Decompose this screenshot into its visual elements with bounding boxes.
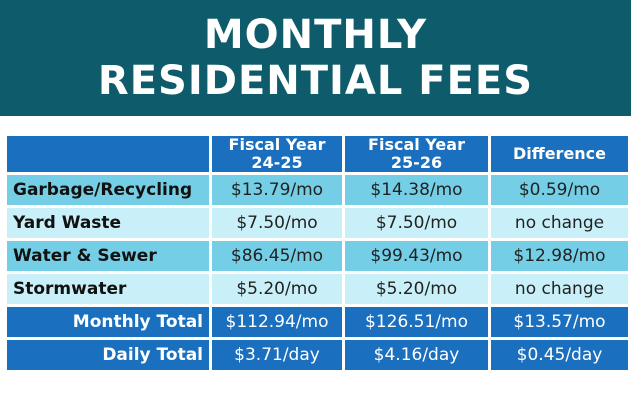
header-row: Fiscal Year 24-25 Fiscal Year 25-26 Diff… [7, 136, 628, 172]
cell-difference: $0.59/mo [491, 175, 628, 205]
table-row-daily-total: Daily Total $3.71/day $4.16/day $0.45/da… [7, 340, 628, 370]
row-label: Water & Sewer [7, 241, 209, 271]
table-row-water-sewer: Water & Sewer $86.45/mo $99.43/mo $12.98… [7, 241, 628, 271]
header-fy2526: Fiscal Year 25-26 [345, 136, 488, 172]
header-corner-cell [7, 136, 209, 172]
row-label: Yard Waste [7, 208, 209, 238]
cell-fy2425: $13.79/mo [212, 175, 342, 205]
cell-fy2526: $7.50/mo [345, 208, 488, 238]
cell-fy2526: $126.51/mo [345, 307, 488, 337]
fees-table: Fiscal Year 24-25 Fiscal Year 25-26 Diff… [4, 133, 631, 373]
header-fy2526-line1: Fiscal Year [368, 136, 465, 154]
cell-fy2526: $5.20/mo [345, 274, 488, 304]
title-line-2: RESIDENTIAL FEES [97, 58, 534, 104]
cell-fy2526: $99.43/mo [345, 241, 488, 271]
title-banner: MONTHLY RESIDENTIAL FEES [0, 0, 631, 116]
header-fy2425: Fiscal Year 24-25 [212, 136, 342, 172]
header-fy2425-line2: 24-25 [251, 153, 303, 172]
cell-fy2425: $3.71/day [212, 340, 342, 370]
header-difference-line1: Difference [512, 144, 607, 163]
cell-fy2425: $112.94/mo [212, 307, 342, 337]
cell-difference: no change [491, 208, 628, 238]
row-label: Stormwater [7, 274, 209, 304]
row-label: Monthly Total [7, 307, 209, 337]
row-label: Garbage/Recycling [7, 175, 209, 205]
cell-difference: $13.57/mo [491, 307, 628, 337]
cell-fy2425: $7.50/mo [212, 208, 342, 238]
cell-difference: no change [491, 274, 628, 304]
table-row-garbage-recycling: Garbage/Recycling $13.79/mo $14.38/mo $0… [7, 175, 628, 205]
cell-fy2425: $86.45/mo [212, 241, 342, 271]
header-difference: Difference [491, 136, 628, 172]
title-line-1: MONTHLY [203, 12, 428, 58]
header-fy2526-line2: 25-26 [390, 153, 443, 172]
cell-fy2526: $14.38/mo [345, 175, 488, 205]
table-row-monthly-total: Monthly Total $112.94/mo $126.51/mo $13.… [7, 307, 628, 337]
table-row-stormwater: Stormwater $5.20/mo $5.20/mo no change [7, 274, 628, 304]
cell-difference: $12.98/mo [491, 241, 628, 271]
header-fy2425-line1: Fiscal Year [228, 136, 326, 154]
cell-fy2526: $4.16/day [345, 340, 488, 370]
row-label: Daily Total [7, 340, 209, 370]
table-row-yard-waste: Yard Waste $7.50/mo $7.50/mo no change [7, 208, 628, 238]
cell-difference: $0.45/day [491, 340, 628, 370]
cell-fy2425: $5.20/mo [212, 274, 342, 304]
